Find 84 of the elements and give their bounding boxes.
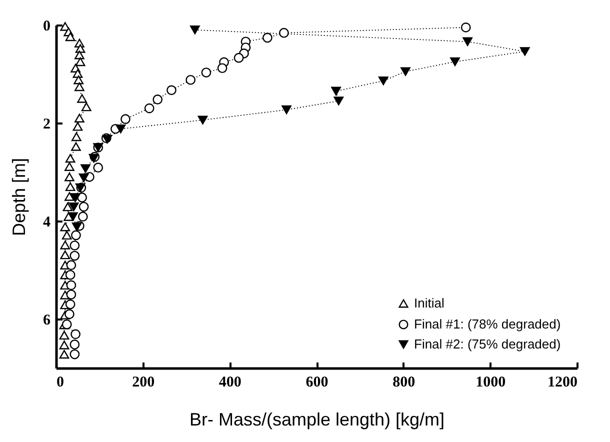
point [65, 32, 76, 42]
point [75, 57, 86, 66]
point [70, 240, 80, 250]
point [520, 47, 530, 56]
point [78, 212, 88, 222]
point [460, 22, 471, 32]
point [217, 63, 228, 74]
point [64, 172, 74, 182]
legend-label: Initial [414, 296, 444, 310]
point [65, 270, 76, 280]
point [116, 124, 126, 134]
point [378, 76, 388, 86]
point [262, 32, 272, 43]
point [65, 182, 76, 192]
point [186, 74, 196, 85]
legend-label: Final #2: (75% degraded) [414, 336, 561, 352]
point [331, 86, 341, 96]
point [74, 50, 84, 60]
y-tick-label: 4 [43, 214, 51, 230]
point [81, 102, 92, 112]
x-tick-label: 800 [392, 374, 416, 390]
point [59, 340, 70, 350]
point [74, 114, 84, 122]
point [80, 164, 90, 173]
y-axis-title: Depth [m] [9, 158, 29, 236]
x-tick-label: 400 [218, 374, 242, 390]
point [70, 340, 80, 350]
point [198, 116, 208, 124]
point [65, 154, 76, 163]
point [70, 329, 80, 340]
y-tick-label: 0 [43, 18, 50, 34]
point [279, 28, 289, 38]
point [66, 280, 76, 290]
point [71, 142, 81, 151]
point [78, 202, 89, 212]
point [234, 52, 244, 63]
point [72, 122, 83, 131]
x-tick-label: 1200 [548, 374, 578, 390]
x-tick-label: 600 [306, 374, 328, 390]
point [64, 309, 74, 320]
point [59, 350, 70, 359]
point [68, 212, 78, 221]
point [64, 192, 74, 201]
point [68, 202, 79, 212]
point [120, 114, 130, 124]
point [74, 76, 84, 84]
point [70, 349, 80, 360]
point [64, 162, 74, 171]
point [74, 82, 84, 92]
x-tick-label: 200 [132, 374, 155, 390]
point [77, 94, 87, 103]
point [166, 85, 176, 96]
point [71, 230, 81, 240]
x-axis-title: Br- Mass/(sample length) [kg/m] [189, 410, 445, 430]
point [66, 290, 76, 300]
point [93, 162, 104, 173]
point [78, 174, 89, 182]
point [462, 37, 473, 46]
point [65, 299, 76, 310]
x-tick-label: 1000 [476, 374, 506, 390]
point [66, 260, 76, 270]
point [62, 202, 73, 212]
point [60, 240, 70, 250]
x-tick-label: 0 [56, 374, 64, 390]
point [62, 230, 72, 240]
point [60, 250, 70, 260]
point [152, 94, 163, 104]
point [450, 57, 460, 66]
y-tick-label: 2 [43, 116, 50, 132]
point [201, 68, 212, 78]
point [71, 132, 82, 142]
point [282, 105, 292, 114]
point [62, 319, 72, 330]
point [70, 193, 80, 202]
point [72, 222, 82, 232]
y-tick-label: 6 [43, 312, 51, 328]
point [60, 222, 70, 232]
point [334, 96, 344, 106]
legend-label: Final #1: (78% degraded) [414, 316, 561, 332]
point [70, 250, 80, 261]
point [59, 330, 70, 340]
point [400, 67, 410, 76]
point [190, 26, 200, 34]
point [144, 103, 154, 114]
